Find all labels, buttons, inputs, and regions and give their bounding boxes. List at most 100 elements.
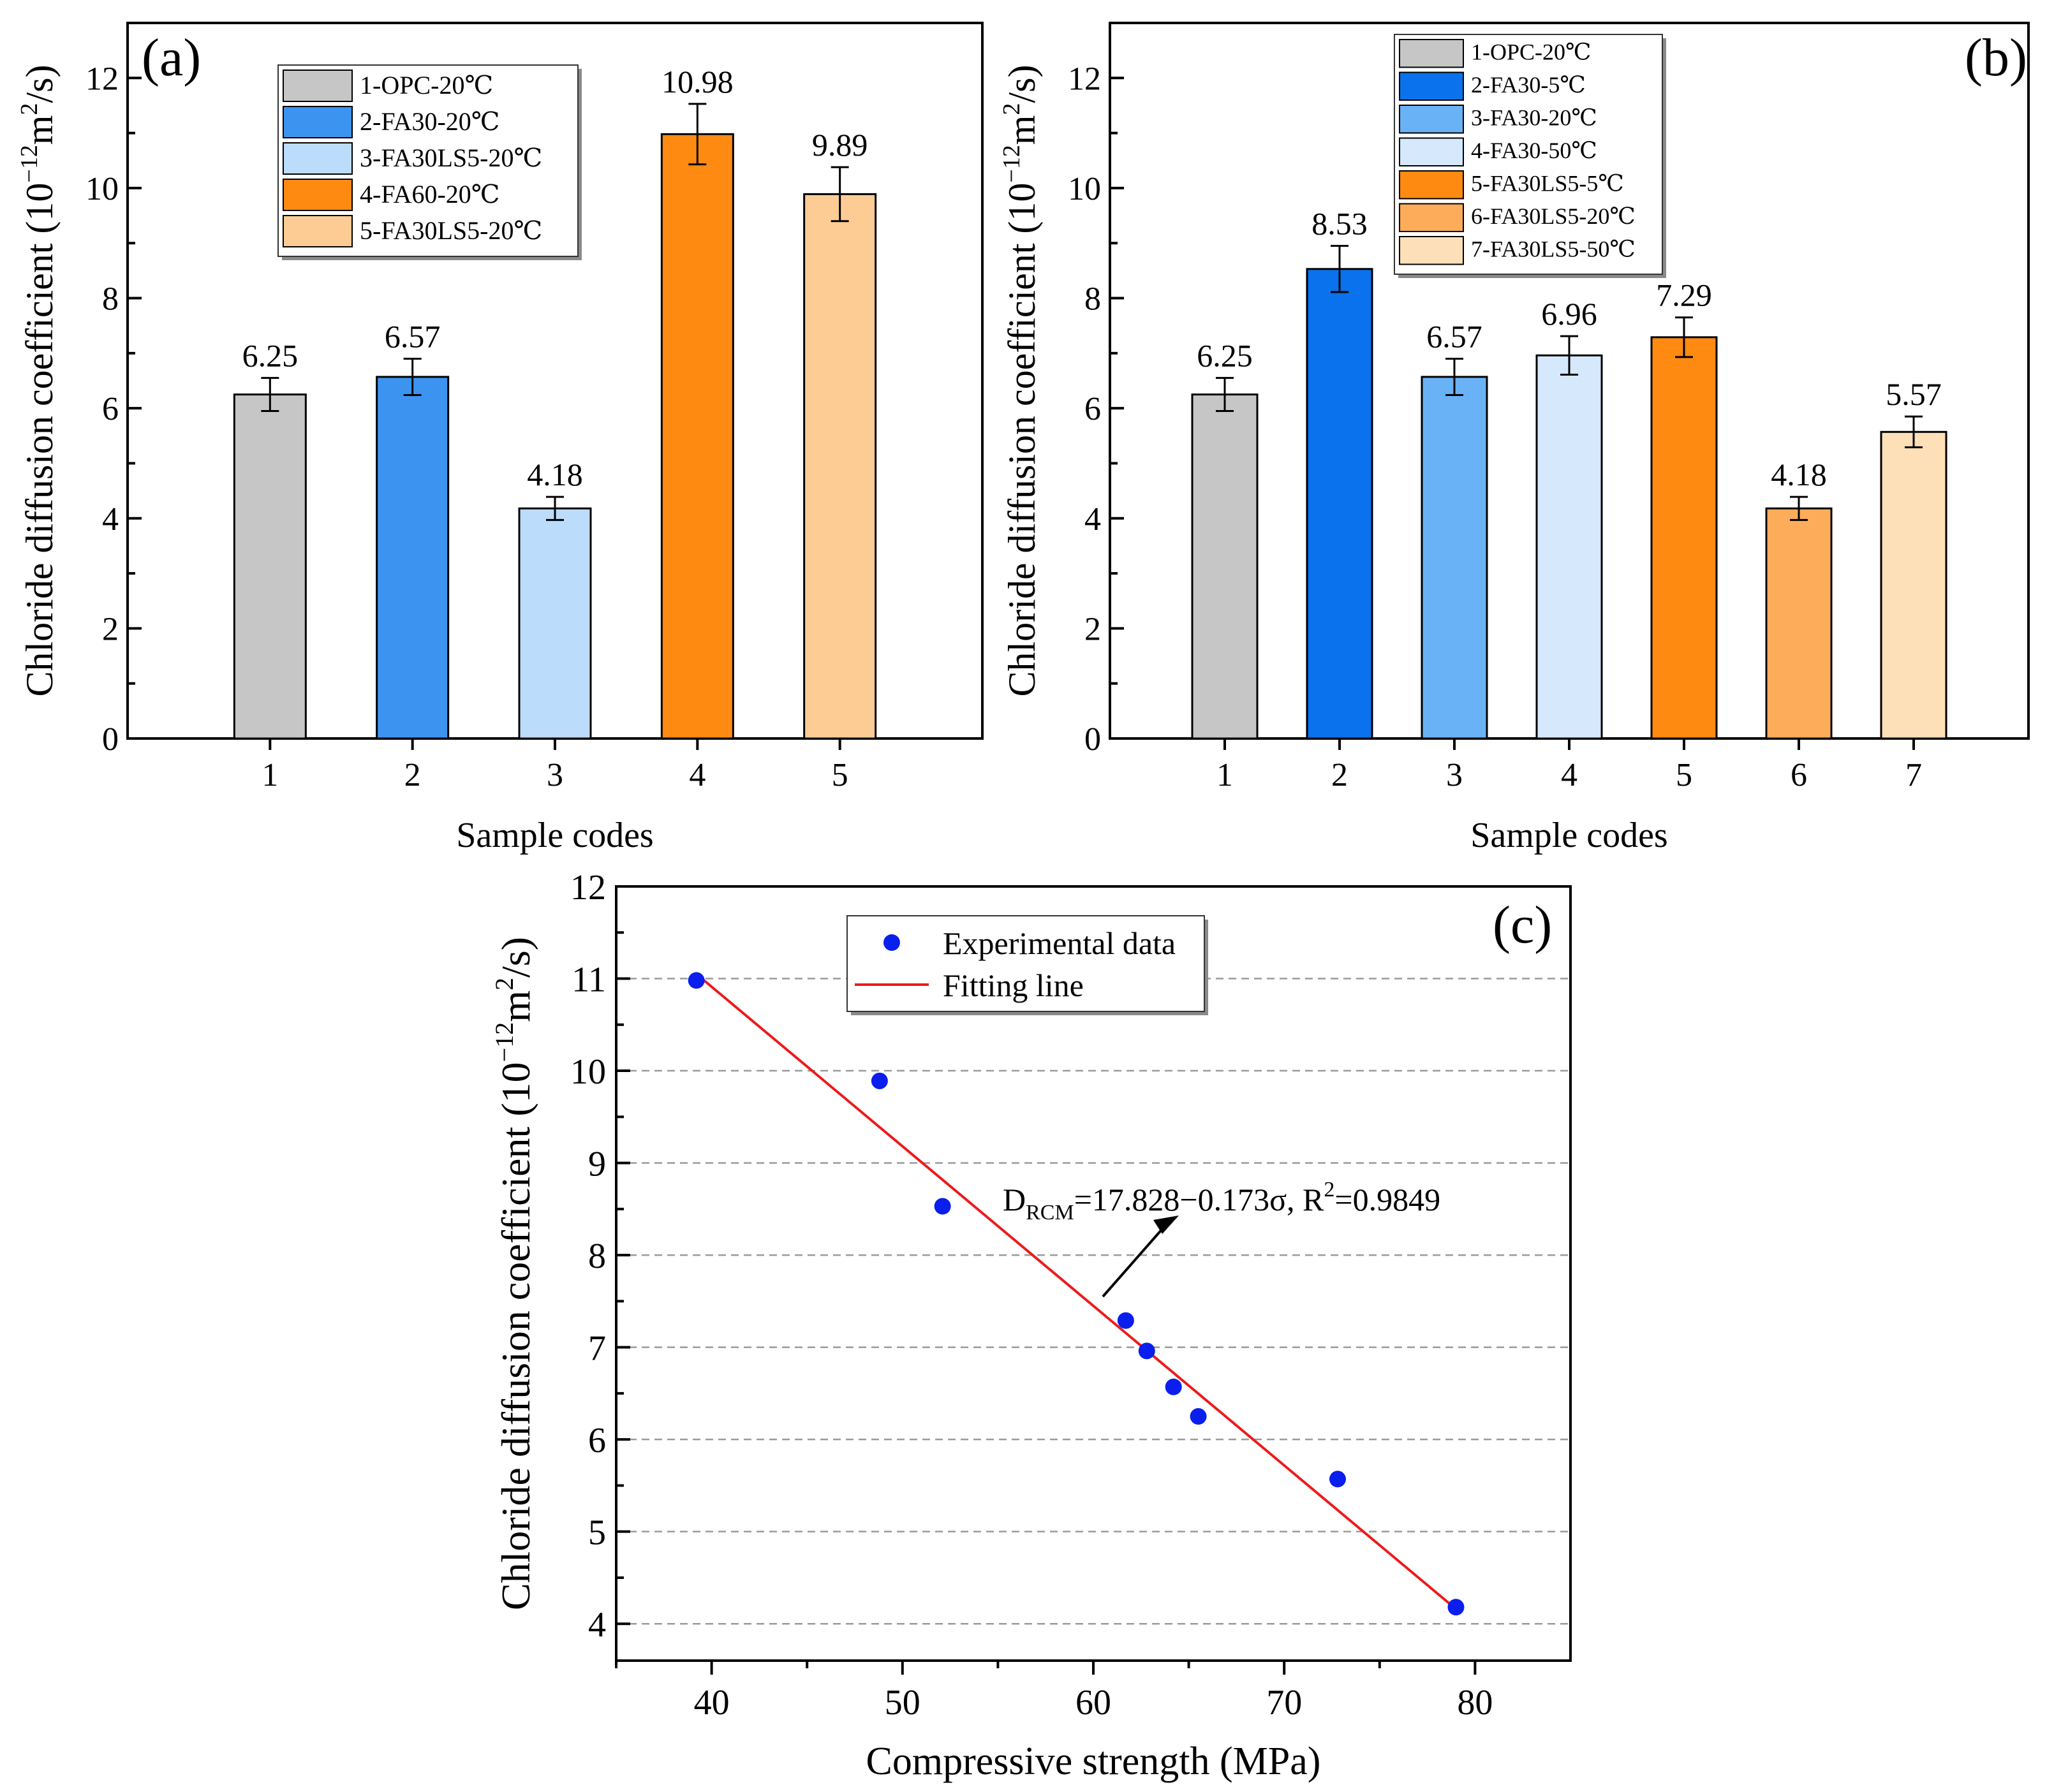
- y-tick-label: 5: [588, 1513, 606, 1553]
- error-bar: [1331, 245, 1348, 293]
- x-tick-label: 4: [1561, 757, 1577, 793]
- x-tick-label: 5: [832, 757, 848, 793]
- panel-label-b: (b): [1965, 28, 2027, 87]
- y-tick-label: 6: [1084, 391, 1101, 427]
- legend-marker-points: [883, 934, 900, 951]
- data-point: [1447, 1599, 1465, 1616]
- error-bar: [1790, 496, 1808, 521]
- error-bar: [1216, 377, 1234, 412]
- data-label: 6.25: [242, 338, 299, 374]
- y-tick-label: 2: [1084, 611, 1101, 647]
- legend-b: 1-OPC-20℃ 2-FA30-5℃ 3-FA30-20℃ 4-FA30-50℃ 5-…: [1394, 34, 1666, 278]
- bar-2: [1306, 268, 1373, 740]
- bar-5: [1650, 336, 1718, 740]
- panel-label-a: (a): [142, 28, 201, 87]
- y-axis-label-b: Chloride diffusion coefficient (10−12m2/…: [998, 64, 1043, 696]
- y-tick-label: 7: [588, 1329, 606, 1369]
- data-label: 8.53: [1311, 206, 1368, 242]
- data-point: [1329, 1471, 1346, 1488]
- bar-3: [518, 507, 592, 740]
- y-tick-label: 6: [588, 1421, 606, 1460]
- legend-c: Experimental data Fitting line: [846, 915, 1208, 1015]
- y-tick-label: 9: [588, 1145, 606, 1184]
- legend-swatch: [283, 70, 353, 102]
- x-tick-label: 80: [1457, 1683, 1493, 1722]
- x-tick-label: 60: [1075, 1683, 1111, 1722]
- legend-entry: 3-FA30LS5-20℃: [360, 143, 542, 172]
- error-bar: [1675, 316, 1693, 358]
- legend-a: 1-OPC-20℃ 2-FA30-20℃ 3-FA30LS5-20℃ 4-FA60-2…: [277, 64, 582, 260]
- y-tick-label: 0: [1084, 721, 1101, 758]
- x-tick-label: 2: [404, 757, 421, 793]
- error-bar: [688, 103, 707, 166]
- y-tick-label: 12: [1068, 61, 1101, 97]
- y-axis-label-a: Chloride diffusion coefficient (10−12m2/…: [16, 64, 61, 696]
- error-bar: [546, 496, 564, 521]
- y-tick-label: 8: [1084, 281, 1101, 318]
- legend-entry: Experimental data: [943, 925, 1176, 961]
- legend-entry: 7-FA30LS5-50℃: [1471, 237, 1636, 262]
- data-label: 6.96: [1541, 296, 1597, 332]
- bar-1: [233, 393, 307, 740]
- legend-entry: 5-FA30LS5-20℃: [360, 216, 542, 245]
- data-label: 6.57: [385, 318, 441, 354]
- x-tick-label: 2: [1331, 757, 1348, 793]
- x-tick-label: 5: [1676, 757, 1692, 793]
- y-tick-label: 4: [588, 1605, 606, 1645]
- x-tick-label: 6: [1791, 757, 1807, 793]
- data-point: [688, 972, 705, 989]
- bar-7: [1880, 430, 1947, 740]
- legend-swatch: [1399, 137, 1464, 166]
- bar-4: [1535, 354, 1603, 740]
- data-point: [1138, 1342, 1155, 1360]
- data-label: 6.57: [1426, 318, 1482, 354]
- x-tick-label: 1: [1216, 757, 1233, 793]
- y-tick-label: 0: [102, 721, 119, 758]
- data-label: 5.57: [1886, 376, 1942, 412]
- legend-swatch: [1399, 236, 1464, 265]
- y-tick-label: 10: [570, 1052, 606, 1092]
- bar-1: [1191, 393, 1259, 740]
- bar-3: [1421, 376, 1488, 740]
- data-point: [1190, 1408, 1207, 1425]
- data-label: 4.18: [527, 457, 583, 492]
- fit-equation: DRCM=17.828−0.173σ, R2=0.9849: [1003, 1178, 1440, 1224]
- error-bar: [1905, 415, 1923, 448]
- error-bar: [261, 377, 279, 412]
- chart-panel-c: 4 5 6 7 8 9 10 11 12 40 50 60 70 80 DRCM=17.828−0.17…: [490, 868, 1572, 1783]
- bar-5: [803, 193, 877, 740]
- legend-entry: 1-OPC-20℃: [360, 71, 493, 99]
- legend-entry: 2-FA30-20℃: [360, 107, 500, 136]
- legend-swatch: [1399, 105, 1464, 134]
- annotation-arrow-head: [1153, 1215, 1179, 1234]
- data-label: 10.98: [661, 64, 734, 99]
- error-bar: [1560, 335, 1578, 376]
- error-bar: [403, 357, 422, 396]
- data-point: [1165, 1378, 1182, 1395]
- data-label: 4.18: [1771, 457, 1827, 492]
- x-axis-label-a: Sample codes: [456, 816, 653, 855]
- y-tick-label: 11: [572, 960, 606, 1000]
- y-tick-label: 8: [102, 281, 119, 318]
- x-tick-label: 1: [262, 757, 278, 793]
- annotation-arrow-line: [1102, 1222, 1169, 1298]
- x-tick-label: 50: [885, 1683, 920, 1722]
- y-tick-label: 10: [1068, 171, 1101, 207]
- legend-entry: 6-FA30LS5-20℃: [1471, 203, 1636, 229]
- legend-entry: 5-FA30LS5-5℃: [1471, 171, 1624, 196]
- x-tick-label: 70: [1266, 1683, 1302, 1722]
- y-tick-label: 4: [102, 501, 119, 538]
- legend-entry: 3-FA30-20℃: [1471, 105, 1597, 131]
- legend-entry: 2-FA30-5℃: [1471, 72, 1586, 98]
- x-axis-label-b: Sample codes: [1470, 816, 1667, 855]
- legend-entry: Fitting line: [943, 967, 1084, 1003]
- y-tick-label: 12: [570, 868, 606, 907]
- legend-swatch: [1399, 203, 1464, 232]
- y-tick-label: 4: [1084, 501, 1101, 538]
- data-point: [1117, 1312, 1134, 1329]
- legend-swatch: [283, 215, 353, 247]
- y-tick-label: 8: [588, 1237, 606, 1276]
- legend-swatch: [1399, 170, 1464, 200]
- data-label: 7.29: [1656, 277, 1712, 313]
